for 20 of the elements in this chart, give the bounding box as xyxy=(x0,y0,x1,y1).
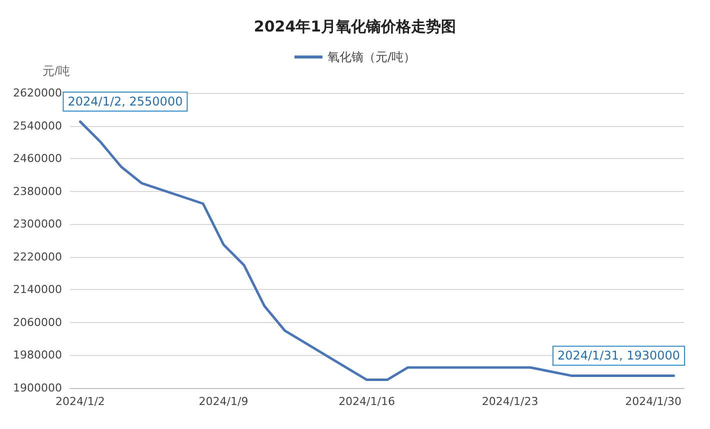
y-tick-label: 2540000 xyxy=(13,119,62,132)
y-tick-label: 2620000 xyxy=(13,86,62,100)
annotation: 2024/1/2, 2550000 xyxy=(68,94,183,109)
y-tick-label: 2140000 xyxy=(13,283,62,296)
x-tick-label: 2024/1/16 xyxy=(338,395,395,408)
x-tick-label: 2024/1/30 xyxy=(625,395,682,408)
y-tick-label: 1980000 xyxy=(13,348,62,362)
x-tick-label: 2024/1/2 xyxy=(56,395,105,408)
y-tick-label: 2460000 xyxy=(13,152,62,166)
x-tick-label: 2024/1/9 xyxy=(198,395,248,408)
legend-label: 氧化镝（元/吨） xyxy=(327,50,416,64)
y-tick-label: 2220000 xyxy=(13,250,62,264)
y-tick-label: 2300000 xyxy=(13,218,62,231)
y-tick-label: 2380000 xyxy=(13,184,62,198)
x-tick-label: 2024/1/23 xyxy=(482,395,538,408)
y-tick-label: 2060000 xyxy=(13,316,62,329)
y-axis-title: 元/吨 xyxy=(42,64,70,78)
chart-title: 2024年1月氧化镝价格走势图 xyxy=(254,18,456,36)
y-tick-label: 1900000 xyxy=(13,382,62,394)
annotation: 2024/1/31, 1930000 xyxy=(557,348,680,363)
